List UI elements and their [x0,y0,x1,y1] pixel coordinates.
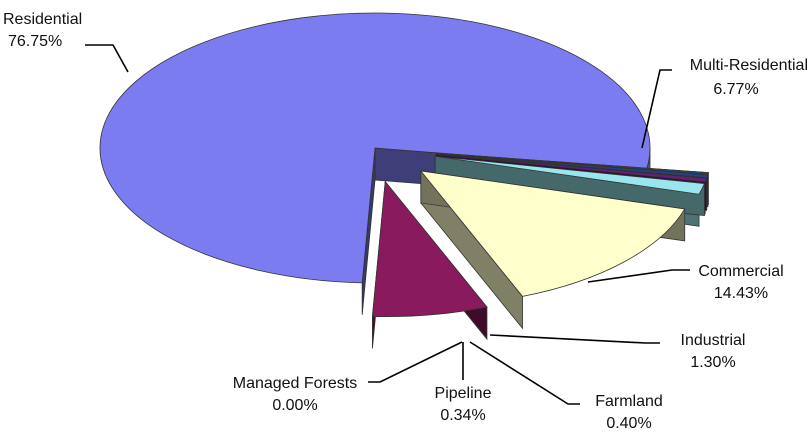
slice-top-industrial [435,155,706,195]
label-commercial-name: Commercial [698,263,783,280]
label-multi-residential-name: Multi-Residential [690,57,808,74]
label-managed-forests-pct: 0.00% [272,397,317,414]
leader-line-residential [85,44,129,73]
leader-line-multi-residential [641,69,672,149]
label-residential-name: Residential [3,11,82,28]
slice-labels: Residential 76.75% Multi-Residential 6.7… [3,11,808,432]
label-industrial-name: Industrial [681,332,746,349]
label-industrial-pct: 1.30% [690,354,735,371]
slice-multi-residential [371,180,488,349]
slice-top-residential [99,12,651,284]
slice-commercial [419,169,686,330]
slice-top-multi-residential [371,180,488,318]
leader-line-farmland [469,341,580,405]
leader-line-industrial [489,334,660,344]
slice-top-commercial [419,170,686,297]
label-commercial-pct: 14.43% [714,285,768,302]
label-managed-forests-name: Managed Forests [233,375,358,392]
label-farmland-pct: 0.40% [606,415,651,432]
leader-line-commercial [587,269,690,283]
label-pipeline-name: Pipeline [435,385,492,402]
label-pipeline-pct: 0.34% [440,407,485,424]
leader-line-managed-forests [368,341,463,383]
slice-top-managed-forests [436,152,709,175]
slice-top-pipeline [436,153,709,179]
label-residential-pct: 76.75% [8,33,62,50]
label-farmland-name: Farmland [595,393,663,410]
slice-top-farmland [435,154,708,183]
label-multi-residential-pct: 6.77% [713,81,758,98]
slices-layer [99,12,709,349]
leader-lines [85,44,690,405]
